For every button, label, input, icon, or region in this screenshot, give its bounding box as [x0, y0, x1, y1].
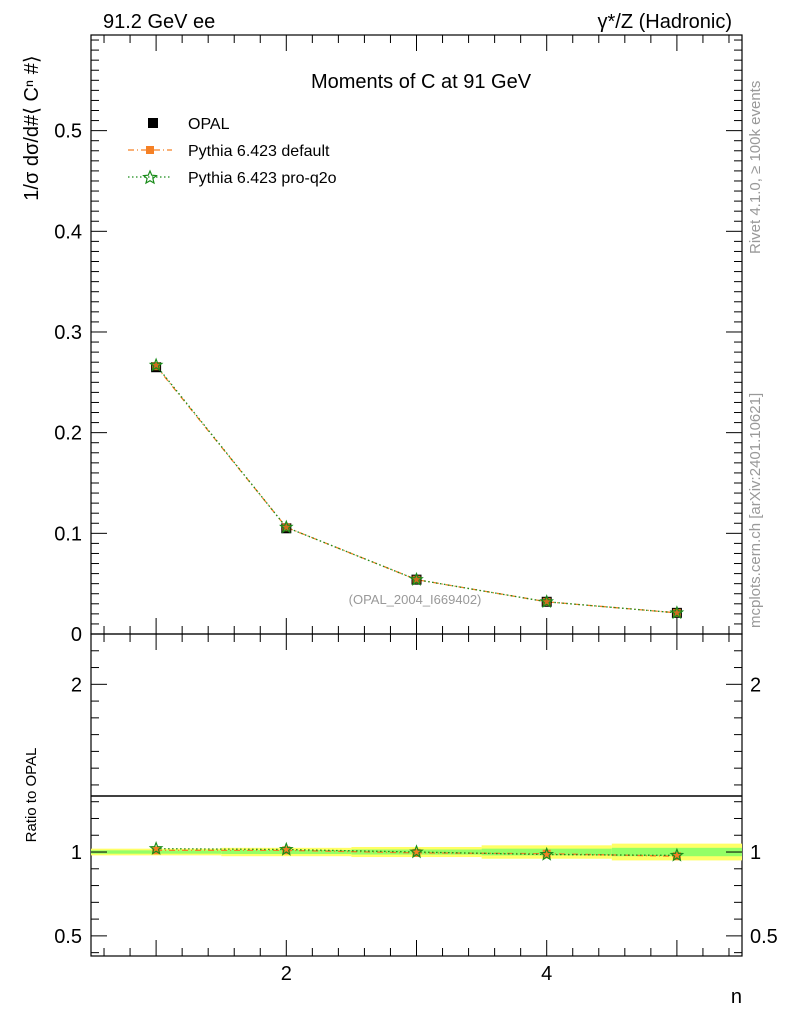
- ratio-pythia-default-point: [412, 848, 421, 857]
- legend-marker-opal: [148, 118, 158, 128]
- ratio-y-tick-label-right: 2: [750, 674, 761, 696]
- header-left: 91.2 GeV ee: [103, 11, 215, 33]
- ratio-pythia-default-point: [672, 852, 681, 861]
- legend-marker-pythia-default: [146, 146, 154, 154]
- main-panel: 00.10.20.30.40.5 Moments of C at 91 GeV …: [21, 34, 743, 646]
- header-right: γ*/Z (Hadronic): [598, 11, 732, 33]
- pythia-pro-point: [279, 519, 294, 534]
- main-y-tick-labels: 0 0.1 0.2 0.3 0.4 0.5: [54, 121, 82, 646]
- ratio-pythia-default-point: [152, 846, 161, 855]
- pythia-pro-point: [539, 594, 554, 608]
- ratio-pythia-pro-point: [148, 841, 164, 855]
- pythia-default-point: [412, 575, 421, 584]
- legend-marker-pythia-pro: [142, 169, 158, 185]
- ratio-y-tick-label: 2: [71, 674, 82, 696]
- x-axis-label: n: [731, 986, 742, 1008]
- ratio-frame: [90, 633, 743, 957]
- ratio-y-tick-label: 1: [71, 842, 82, 864]
- main-series: [148, 357, 685, 620]
- main-y-tick-label: 0.4: [54, 221, 82, 243]
- legend-label-opal: OPAL: [188, 116, 230, 133]
- pythia-default-point: [672, 608, 681, 617]
- pythia-pro-point: [148, 357, 164, 372]
- analysis-watermark: (OPAL_2004_I669402): [349, 592, 482, 607]
- ratio-pythia-pro-point: [539, 846, 555, 861]
- ratio-pythia-pro-point: [278, 841, 294, 856]
- pythia-default-point: [282, 523, 291, 532]
- ratio-pythia-pro-point: [669, 847, 685, 862]
- ratio-y-tick-label-right: 0.5: [750, 926, 778, 948]
- ratio-y-tick-label-right: 1: [750, 842, 761, 864]
- ratio-y-ticks: [91, 650, 742, 954]
- pythia-pro-point: [669, 605, 685, 620]
- main-y-tick-label: 0.2: [54, 423, 82, 445]
- ratio-pythia-pro-point: [409, 844, 424, 859]
- main-y-tick-label: 0: [71, 624, 82, 646]
- pythia-default-point: [542, 597, 551, 606]
- rivet-label: Rivet 4.1.0, ≥ 100k events: [747, 81, 764, 254]
- main-x-ticks: [103, 35, 730, 634]
- ratio-x-tick-label: 2: [281, 963, 292, 985]
- main-y-tick-label: 0.3: [54, 322, 82, 344]
- pythia-pro-point: [409, 571, 424, 586]
- main-y-axis-label: 1/σ dσ/d#⟨ Cⁿ #⟩: [21, 55, 43, 200]
- main-y-ticks: [91, 39, 742, 635]
- ratio-y-tick-labels: 0.5 0.5 1 1 2 2: [54, 674, 778, 948]
- pythia-default-point: [152, 362, 161, 371]
- ratio-band-green: [611, 847, 742, 857]
- main-y-tick-label: 0.1: [54, 523, 82, 545]
- chart-title: Moments of C at 91 GeV: [311, 71, 532, 93]
- mcplots-label: mcplots.cern.ch [arXiv:2401.10621]: [747, 393, 764, 628]
- ratio-x-ticks: [103, 634, 730, 956]
- legend-label-pythia-default: Pythia 6.423 default: [188, 143, 330, 160]
- ratio-series: [148, 841, 685, 862]
- main-y-tick-label: 0.5: [54, 121, 82, 143]
- ratio-y-axis-label: Ratio to OPAL: [23, 748, 40, 843]
- ratio-y-tick-label: 0.5: [54, 926, 82, 948]
- ratio-pythia-default-point: [542, 849, 551, 858]
- ratio-x-tick-label: 4: [541, 963, 552, 985]
- ratio-pythia-default-point: [282, 846, 291, 855]
- legend-label-pythia-pro: Pythia 6.423 pro-q2o: [188, 170, 337, 187]
- legend: OPAL Pythia 6.423 default Pythia 6.423 p…: [128, 116, 337, 187]
